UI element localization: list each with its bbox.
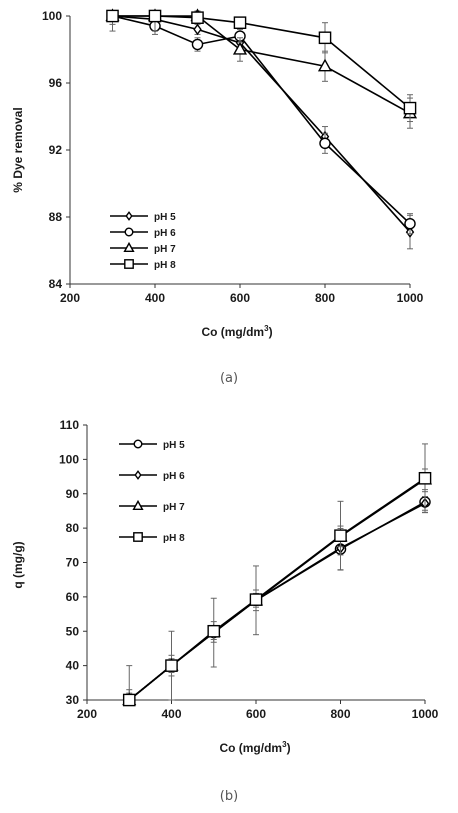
chart-a-legend-marker-diamond — [125, 211, 133, 221]
chart-b-y-tick-label: 90 — [66, 487, 80, 501]
chart-b-legend-marker-square — [133, 532, 143, 542]
chart-b: 30 40 50 60 70 80 90 100 110 200 400 600 800 1000 pH 5… — [11, 418, 439, 804]
chart-b-y-axis-title: q (mg/g) — [11, 541, 25, 588]
chart-a-data-point-square — [148, 9, 162, 23]
chart-a-y-tick-label: 84 — [49, 277, 63, 291]
chart-a-y-tick-label: 92 — [49, 143, 63, 157]
chart-a-data-point-circle — [319, 137, 331, 150]
chart-b-legend-marker-diamond — [134, 470, 142, 480]
chart-a-legend-label: pH 5 — [154, 212, 176, 223]
chart-b-data-point-square — [334, 529, 347, 542]
chart-a-legend-label: pH 7 — [154, 244, 176, 255]
chart-b-series-line — [128, 477, 426, 701]
chart-b-legend-label: pH 7 — [163, 502, 185, 513]
chart-b-y-tick-label: 30 — [66, 693, 80, 707]
chart-b-x-tick-label: 800 — [330, 707, 350, 721]
chart-b-y-tick-label: 110 — [60, 418, 80, 432]
chart-a-data-point-circle — [404, 217, 416, 230]
chart-b-plot-area: 30 40 50 60 70 80 90 100 110 200 400 600 800 1000 pH 5… — [59, 418, 439, 721]
chart-b-series-circle — [123, 491, 431, 706]
chart-a-data-point-square — [233, 16, 247, 30]
chart-b-panel-label: (b) — [220, 789, 238, 804]
chart-a-data-point-square — [106, 9, 119, 23]
chart-a-x-axis-title: Co (mg/dm3) — [201, 324, 272, 339]
chart-a-x-tick-label: 400 — [145, 291, 165, 305]
chart-b-legend-marker-triangle — [132, 499, 144, 511]
chart-a-data-point-triangle — [232, 41, 248, 55]
chart-a-x-tick-label: 600 — [230, 291, 250, 305]
chart-a-legend: pH 5 pH 6 pH 7 pH 8 — [110, 211, 176, 271]
chart-b-data-point-square — [165, 659, 178, 672]
chart-a-data-point-diamond — [193, 23, 202, 36]
chart-b-x-axis-title: Co (mg/dm3) — [219, 740, 290, 755]
chart-b-y-tick-label: 60 — [66, 590, 80, 604]
chart-a-data-point-square — [318, 31, 332, 45]
chart-a-series-square — [106, 9, 417, 123]
chart-a-data-point-triangle — [317, 58, 333, 72]
chart-b-series-square — [122, 443, 432, 707]
chart-b-legend-label: pH 6 — [163, 471, 185, 482]
chart-b-legend-marker-circle — [133, 439, 143, 449]
chart-b-legend: pH 5 pH 6 pH 7 pH 8 — [119, 439, 185, 544]
chart-a-legend-label: pH 6 — [154, 228, 176, 239]
chart-a-y-tick-label: 88 — [49, 210, 63, 224]
chart-a-data-point-square — [191, 11, 204, 24]
chart-b-y-tick-label: 80 — [66, 521, 80, 535]
chart-a-x-tick-label: 1000 — [397, 291, 424, 305]
chart-a-data-point-square — [403, 101, 417, 115]
chart-a-legend-marker-circle — [124, 227, 134, 237]
chart-b-y-tick-label: 70 — [66, 556, 80, 570]
chart-a-series-line — [112, 15, 411, 233]
chart-a-x-tick-label: 800 — [315, 291, 335, 305]
chart-b-data-point-square — [249, 593, 263, 606]
chart-a-series-line — [112, 15, 411, 109]
chart-a-legend-label: pH 8 — [154, 260, 176, 271]
chart-b-legend-label: pH 5 — [163, 440, 185, 451]
chart-a-series-line — [112, 15, 411, 225]
chart-b-data-point-square — [207, 624, 221, 638]
chart-b-x-tick-label: 400 — [161, 707, 181, 721]
chart-a-x-tick-label: 200 — [60, 291, 80, 305]
chart-b-y-tick-label: 40 — [66, 659, 80, 673]
chart-b-y-tick-label: 100 — [59, 452, 79, 466]
chart-b-legend-label: pH 8 — [163, 533, 185, 544]
chart-a-panel-label: (a) — [220, 371, 238, 386]
chart-a-y-tick-label: 100 — [42, 9, 62, 23]
chart-a-y-axis-title: % Dye removal — [11, 107, 25, 192]
chart-a-y-tick-label: 96 — [49, 76, 63, 90]
chart-a-series-circle — [106, 10, 416, 235]
chart-b-y-tick-label: 50 — [66, 624, 80, 638]
chart-a-data-point-circle — [191, 38, 204, 51]
chart-a-legend-marker-triangle — [123, 241, 135, 253]
chart-b-x-tick-label: 600 — [246, 707, 266, 721]
chart-a-legend-marker-square — [124, 259, 134, 269]
chart-b-x-tick-label: 200 — [77, 707, 97, 721]
chart-b-data-point-square — [418, 471, 432, 485]
chart-b-data-point-square — [122, 693, 136, 707]
chart-b-x-tick-label: 1000 — [412, 707, 439, 721]
